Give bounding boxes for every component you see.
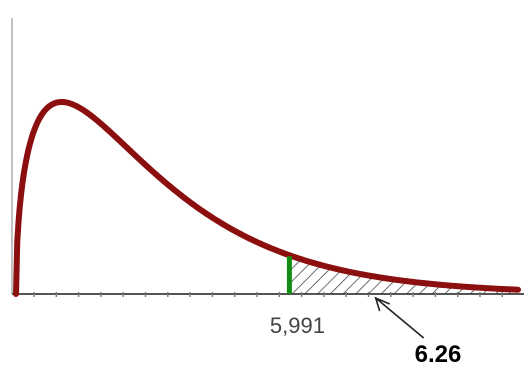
rejection-region <box>289 255 518 294</box>
critical-value-label: 5,991 <box>270 313 325 338</box>
density-curve <box>13 99 521 297</box>
test-statistic-label: 6.26 <box>415 341 462 368</box>
statistic-arrow-head <box>374 296 390 312</box>
statistic-arrow <box>375 297 425 339</box>
